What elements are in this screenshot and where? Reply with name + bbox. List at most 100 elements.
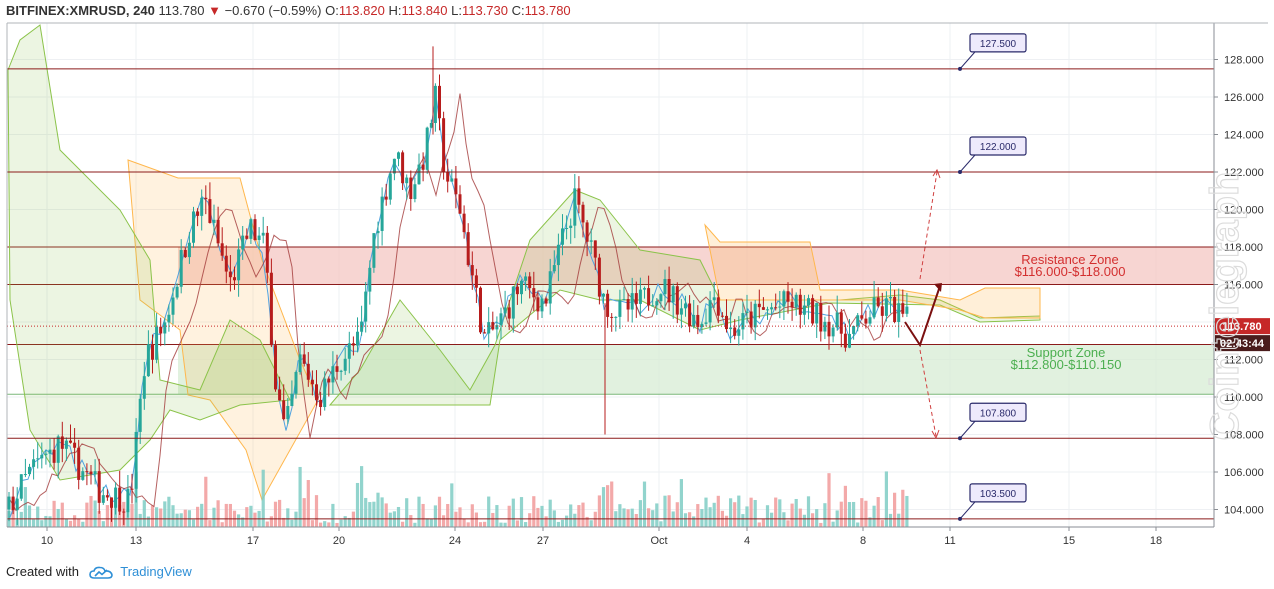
volume-bar bbox=[142, 500, 146, 527]
solid-arrow-path bbox=[904, 285, 941, 348]
candle-body bbox=[679, 308, 683, 315]
candle-body bbox=[495, 325, 499, 330]
callout-label: 127.500 bbox=[980, 39, 1017, 50]
candle-body bbox=[462, 213, 466, 233]
y-tick-label: 106.000 bbox=[1224, 467, 1264, 479]
volume-bar bbox=[724, 515, 729, 527]
y-tick-label: 120.000 bbox=[1224, 205, 1264, 217]
volume-bar bbox=[163, 501, 167, 527]
volume-bar bbox=[507, 505, 511, 527]
volume-bar bbox=[302, 498, 306, 527]
candle-body bbox=[380, 196, 384, 231]
symbol-label[interactable]: BITFINEX:XMRUSD, 240 bbox=[6, 3, 155, 18]
resistance-zone-range: $116.000-$118.000 bbox=[1015, 264, 1126, 279]
volume-bar bbox=[388, 512, 392, 527]
candle-body bbox=[618, 300, 622, 317]
candle-body bbox=[290, 393, 294, 407]
x-tick-label: 8 bbox=[860, 535, 866, 547]
volume-bar bbox=[626, 509, 630, 527]
candle-body bbox=[257, 235, 261, 240]
candle-body bbox=[835, 312, 839, 328]
candle-body bbox=[737, 329, 741, 336]
candle-body bbox=[569, 225, 573, 228]
volume-bar bbox=[519, 497, 524, 527]
volume-bar bbox=[802, 514, 806, 527]
volume-bar bbox=[745, 506, 749, 527]
projection-arrows bbox=[904, 168, 942, 440]
candle-body bbox=[339, 370, 343, 372]
volume-bar bbox=[32, 519, 36, 527]
candle-body bbox=[233, 277, 236, 281]
volume-bar bbox=[483, 521, 487, 527]
volume-bar bbox=[282, 517, 286, 527]
volume-bar bbox=[396, 506, 401, 527]
volume-bar bbox=[376, 492, 380, 527]
candle-body bbox=[889, 296, 892, 299]
callout-leader bbox=[959, 501, 976, 520]
volume-bar bbox=[905, 495, 909, 527]
candle-body bbox=[421, 164, 425, 170]
callout-leader bbox=[959, 154, 976, 173]
candle-body bbox=[839, 312, 843, 334]
volume-bar bbox=[798, 508, 802, 527]
candle-body bbox=[36, 458, 40, 460]
high-label: H: bbox=[388, 3, 402, 18]
volume-bar bbox=[495, 505, 499, 527]
candle-body bbox=[204, 197, 208, 200]
y-tick-label: 124.000 bbox=[1224, 130, 1264, 142]
candle-body bbox=[852, 325, 856, 334]
volume-bar bbox=[183, 509, 187, 527]
volume-bar bbox=[708, 507, 712, 527]
volume-bar bbox=[52, 500, 56, 527]
volume-bar bbox=[864, 500, 868, 527]
candle-body bbox=[593, 240, 597, 258]
candle-body bbox=[228, 271, 232, 278]
volume-bar bbox=[667, 495, 671, 527]
candle-body bbox=[606, 293, 610, 317]
tradingview-link[interactable]: TradingView bbox=[120, 564, 192, 579]
volume-bar bbox=[806, 496, 811, 527]
candle-body bbox=[450, 178, 454, 182]
volume-bar bbox=[827, 473, 831, 527]
candle-body bbox=[511, 286, 515, 319]
candle-body bbox=[470, 265, 474, 276]
candle-body bbox=[212, 219, 216, 223]
volume-bar bbox=[663, 495, 667, 527]
candle-body bbox=[589, 240, 593, 242]
volume-bar bbox=[880, 520, 884, 527]
volume-bar bbox=[138, 513, 142, 527]
volume-bar bbox=[130, 504, 134, 527]
candle-body bbox=[647, 288, 651, 306]
candle-body bbox=[638, 289, 642, 304]
volume-bar bbox=[48, 516, 52, 527]
volume-bar bbox=[200, 503, 204, 527]
volume-bar bbox=[893, 492, 897, 527]
countdown-tag-text: 02:43:44 bbox=[1220, 338, 1265, 350]
candle-body bbox=[302, 354, 306, 364]
candle-body bbox=[700, 323, 704, 327]
candle-body bbox=[208, 199, 212, 223]
candle-body bbox=[105, 495, 109, 498]
volume-bar bbox=[503, 522, 507, 527]
candle-body bbox=[122, 511, 126, 513]
candle-body bbox=[843, 333, 847, 348]
candle-body bbox=[790, 301, 794, 308]
volume-bar bbox=[81, 521, 85, 527]
candle-body bbox=[556, 244, 560, 266]
candle-body bbox=[40, 454, 44, 459]
callout-leader bbox=[959, 420, 976, 439]
candle-body bbox=[409, 177, 413, 200]
candle-body bbox=[343, 358, 347, 371]
volume-bar bbox=[761, 519, 765, 527]
volume-bar bbox=[93, 500, 97, 527]
volume-bar bbox=[601, 487, 606, 527]
candle-body bbox=[331, 366, 335, 383]
footer: Created with TradingView bbox=[6, 564, 192, 580]
volume-bar bbox=[573, 513, 577, 527]
volume-bar bbox=[700, 509, 704, 527]
candle-body bbox=[798, 294, 802, 315]
volume-bar bbox=[569, 504, 573, 527]
candle-body bbox=[458, 194, 462, 214]
volume-bar bbox=[56, 508, 60, 527]
